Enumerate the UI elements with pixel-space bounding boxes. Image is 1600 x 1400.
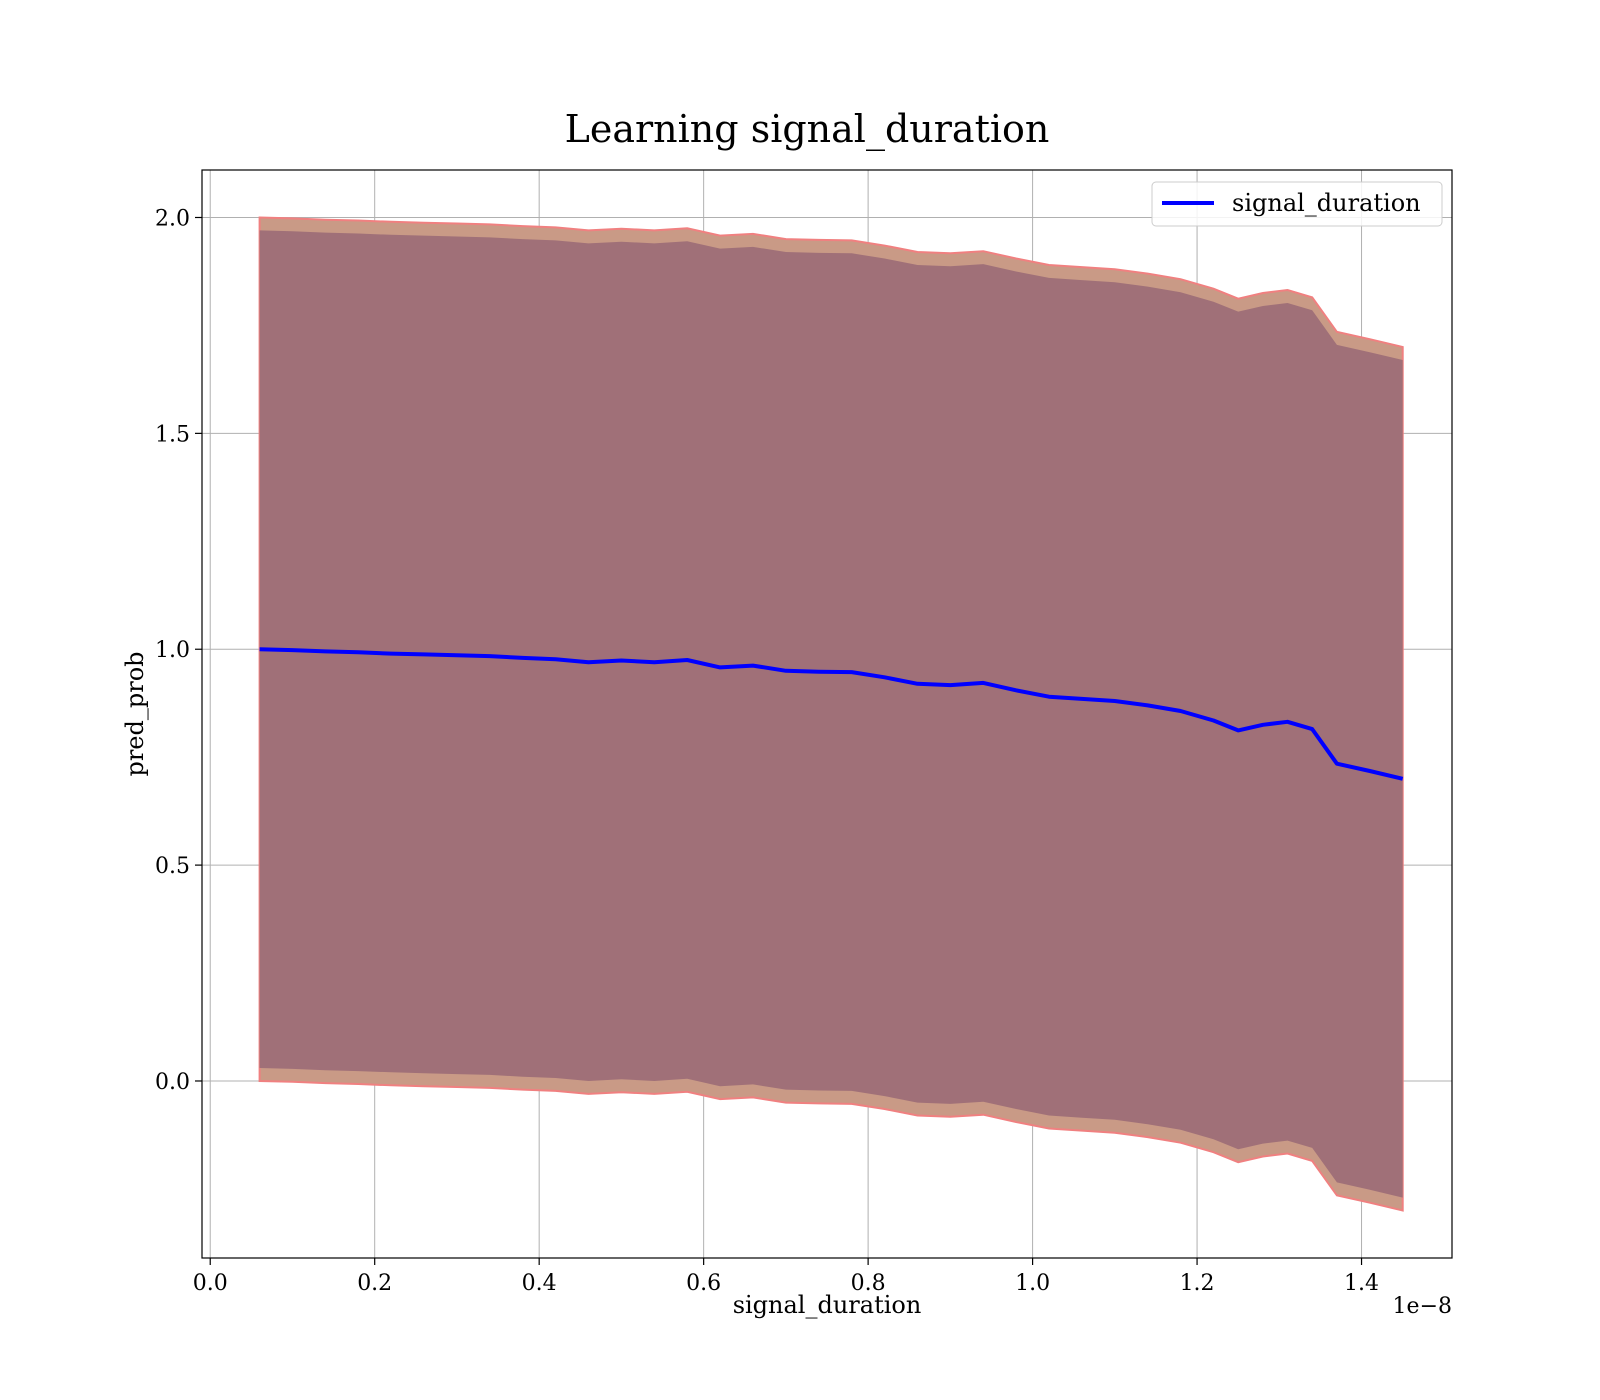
x-tick-label: 1.0 — [1015, 1271, 1050, 1296]
plot-frame — [201, 169, 1453, 1259]
legend-box — [1151, 181, 1443, 227]
x-tick-label: 1.4 — [1344, 1271, 1379, 1296]
y-axis-label: pred_prob — [121, 651, 149, 776]
y-tick-label: 0.0 — [155, 1070, 190, 1095]
y-tick-label: 1.5 — [155, 422, 190, 447]
inner-confidence-band — [259, 230, 1403, 1198]
series-line-signal-duration — [259, 647, 1404, 781]
legend-label: signal_duration — [1232, 189, 1421, 217]
x-tick-label: 0.2 — [357, 1271, 392, 1296]
legend: signal_duration — [1151, 181, 1443, 227]
x-axis-label: signal_duration — [733, 1291, 922, 1319]
series-lines — [259, 647, 1404, 781]
x-tick-label: 1.2 — [1180, 1271, 1215, 1296]
y-tick-label: 0.5 — [155, 854, 190, 879]
x-tick-label: 0.8 — [851, 1271, 886, 1296]
y-axis-ticks: 0.0 0.5 1.0 1.5 2.0 — [155, 206, 202, 1095]
x-axis-offset-text: 1e−8 — [1393, 1294, 1452, 1319]
x-axis-ticks: 0.0 0.2 0.4 0.6 0.8 1.0 1.2 1.4 — [193, 1258, 1379, 1296]
y-tick-label: 2.0 — [155, 206, 190, 231]
confidence-bands — [258, 216, 1404, 1212]
x-tick-label: 0.0 — [193, 1271, 228, 1296]
x-tick-label: 0.6 — [686, 1271, 721, 1296]
chart-title: Learning signal_duration — [565, 107, 1050, 152]
x-tick-label: 0.4 — [522, 1271, 557, 1296]
y-tick-label: 1.0 — [155, 638, 190, 663]
